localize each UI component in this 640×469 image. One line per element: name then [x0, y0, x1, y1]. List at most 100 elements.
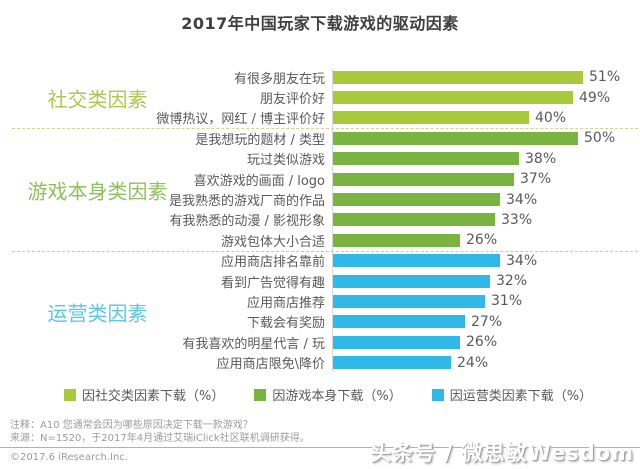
chart-row: 有我熟悉的动漫 / 影视形象 33%	[0, 210, 640, 230]
bar-value: 40%	[535, 109, 567, 126]
row-label: 有我喜欢的明星代言 / 玩	[182, 336, 325, 352]
chart-row: 应用商店推荐 31%	[0, 291, 640, 311]
footnotes: 注释：A10 您通常会因为哪些原因决定下载一款游戏？ 来源：N=1520，于20…	[10, 419, 310, 445]
row-label: 看到广告觉得有趣	[220, 275, 325, 291]
bar	[333, 152, 519, 166]
bar-wrap: 33%	[333, 212, 532, 228]
bar-value: 24%	[457, 354, 489, 371]
group-label-operation: 运营类因素	[47, 301, 148, 326]
bar-value: 51%	[589, 69, 621, 86]
legend-swatch-operation	[431, 388, 444, 401]
bar-wrap: 34%	[333, 253, 537, 269]
legend-swatch-social	[64, 388, 76, 401]
legend-item-social: 因社交类因素下载（%）	[64, 385, 224, 404]
bar	[333, 111, 529, 125]
bar-value: 33%	[501, 211, 533, 228]
bar-wrap: 26%	[333, 232, 497, 248]
chart-row: 应用商店限免\降价 24%	[0, 352, 640, 373]
bar-wrap: 50%	[333, 130, 615, 146]
bar-wrap: 34%	[333, 192, 537, 208]
row-label: 玩过类似游戏	[246, 153, 325, 169]
bar-value: 32%	[496, 273, 528, 290]
bar-wrap: 40%	[333, 110, 566, 126]
chart-row: 微博热议，网红 / 博主评价好 40%	[0, 108, 640, 128]
chart-row: 下载会有奖励 27%	[0, 312, 640, 332]
bar	[333, 172, 514, 186]
chart-row: 玩过类似游戏 38%	[0, 149, 640, 169]
bar	[333, 70, 583, 84]
row-label: 是我想玩的题材 / 类型	[195, 132, 325, 148]
group-label-game: 游戏本身类因素	[27, 179, 168, 204]
legend-swatch-game	[254, 388, 267, 401]
bar-value: 34%	[506, 252, 538, 269]
bar-wrap: 37%	[333, 171, 551, 187]
chart-row: 看到广告觉得有趣 32%	[0, 271, 640, 291]
chart-row: 有很多朋友在玩 51%	[0, 67, 640, 87]
bar	[333, 213, 495, 227]
bar-wrap: 26%	[333, 334, 497, 350]
chart-title: 2017年中国玩家下载游戏的驱动因素	[181, 14, 459, 33]
chart-row: 有我喜欢的明星代言 / 玩 26%	[0, 332, 640, 352]
bar	[333, 274, 490, 288]
bar-wrap: 38%	[333, 151, 556, 167]
row-label: 应用商店限免\降价	[216, 357, 325, 373]
group-label-social: 社交类因素	[47, 87, 148, 112]
copyright-text: ©2017.6 iResearch.Inc.	[10, 452, 128, 463]
row-label: 应用商店排名靠前	[220, 255, 325, 271]
row-label: 微博热议，网红 / 博主评价好	[156, 112, 325, 128]
chart-row: 应用商店排名靠前 34%	[0, 251, 640, 271]
row-label: 喜欢游戏的画面 / logo	[193, 173, 325, 189]
bar	[333, 131, 578, 145]
footer-divider	[0, 447, 640, 448]
bar-value: 50%	[584, 130, 616, 147]
bar-value: 27%	[471, 313, 503, 330]
row-label: 应用商店推荐	[246, 295, 325, 311]
source-line: 来源：N=1520，于2017年4月通过艾瑞iClick社区联机调研获得。	[10, 433, 310, 444]
watermark-text: 头条号 / 微思敏Wesdom	[370, 441, 634, 465]
bar-wrap: 31%	[333, 293, 522, 309]
bar	[333, 254, 500, 268]
bar	[333, 294, 485, 308]
chart-row: 朋友评价好 49%	[0, 87, 640, 108]
bar	[333, 233, 460, 247]
chart-row: 游戏包体大小合适 26%	[0, 230, 640, 250]
legend-label-social: 因社交类因素下载（%）	[82, 389, 225, 404]
bar-value: 26%	[466, 334, 498, 351]
row-label: 有很多朋友在玩	[233, 71, 325, 87]
legend-label-operation: 因运营类因素下载（%）	[449, 389, 593, 404]
bar-value: 49%	[579, 89, 611, 106]
bar-value: 26%	[466, 232, 498, 249]
row-label: 游戏包体大小合适	[220, 234, 325, 250]
bar-wrap: 32%	[333, 273, 527, 289]
row-label: 朋友评价好	[259, 92, 325, 108]
bar-wrap: 24%	[333, 355, 488, 371]
legend-item-game: 因游戏本身下载（%）	[254, 385, 402, 404]
group-divider-social	[12, 128, 638, 129]
bar	[333, 193, 500, 207]
note-line: 注释：A10 您通常会因为哪些原因决定下载一款游戏？	[10, 420, 253, 431]
y-axis-line	[332, 69, 333, 371]
chart-row: 是我熟悉的游戏厂商的作品 34%	[0, 189, 640, 210]
chart-row: 喜欢游戏的画面 / logo 37%	[0, 169, 640, 189]
bar-value: 34%	[506, 191, 538, 208]
row-label: 有我熟悉的动漫 / 影视形象	[169, 214, 325, 230]
bar-value: 37%	[520, 171, 552, 188]
chart-row: 是我想玩的题材 / 类型 50%	[0, 128, 640, 148]
bar-wrap: 51%	[333, 69, 620, 85]
group-divider-game	[12, 251, 638, 252]
bar	[333, 315, 465, 329]
legend: 因社交类因素下载（%） 因游戏本身下载（%） 因运营类因素下载（%）	[64, 385, 592, 404]
row-label: 下载会有奖励	[246, 316, 325, 332]
bar-value: 38%	[525, 150, 557, 167]
legend-label-game: 因游戏本身下载（%）	[272, 389, 402, 404]
bar	[333, 356, 451, 370]
legend-item-operation: 因运营类因素下载（%）	[431, 385, 593, 404]
bar-value: 31%	[491, 293, 523, 310]
chart-rows: 有很多朋友在玩 51% 朋友评价好 49% 微博热议，网红 / 博主评价好 40…	[0, 67, 640, 373]
row-label: 是我熟悉的游戏厂商的作品	[168, 194, 325, 210]
bar-chart: 有很多朋友在玩 51% 朋友评价好 49% 微博热议，网红 / 博主评价好 40…	[0, 67, 640, 375]
bar-wrap: 49%	[333, 90, 610, 106]
bar-wrap: 27%	[333, 314, 502, 330]
bar	[333, 335, 460, 349]
